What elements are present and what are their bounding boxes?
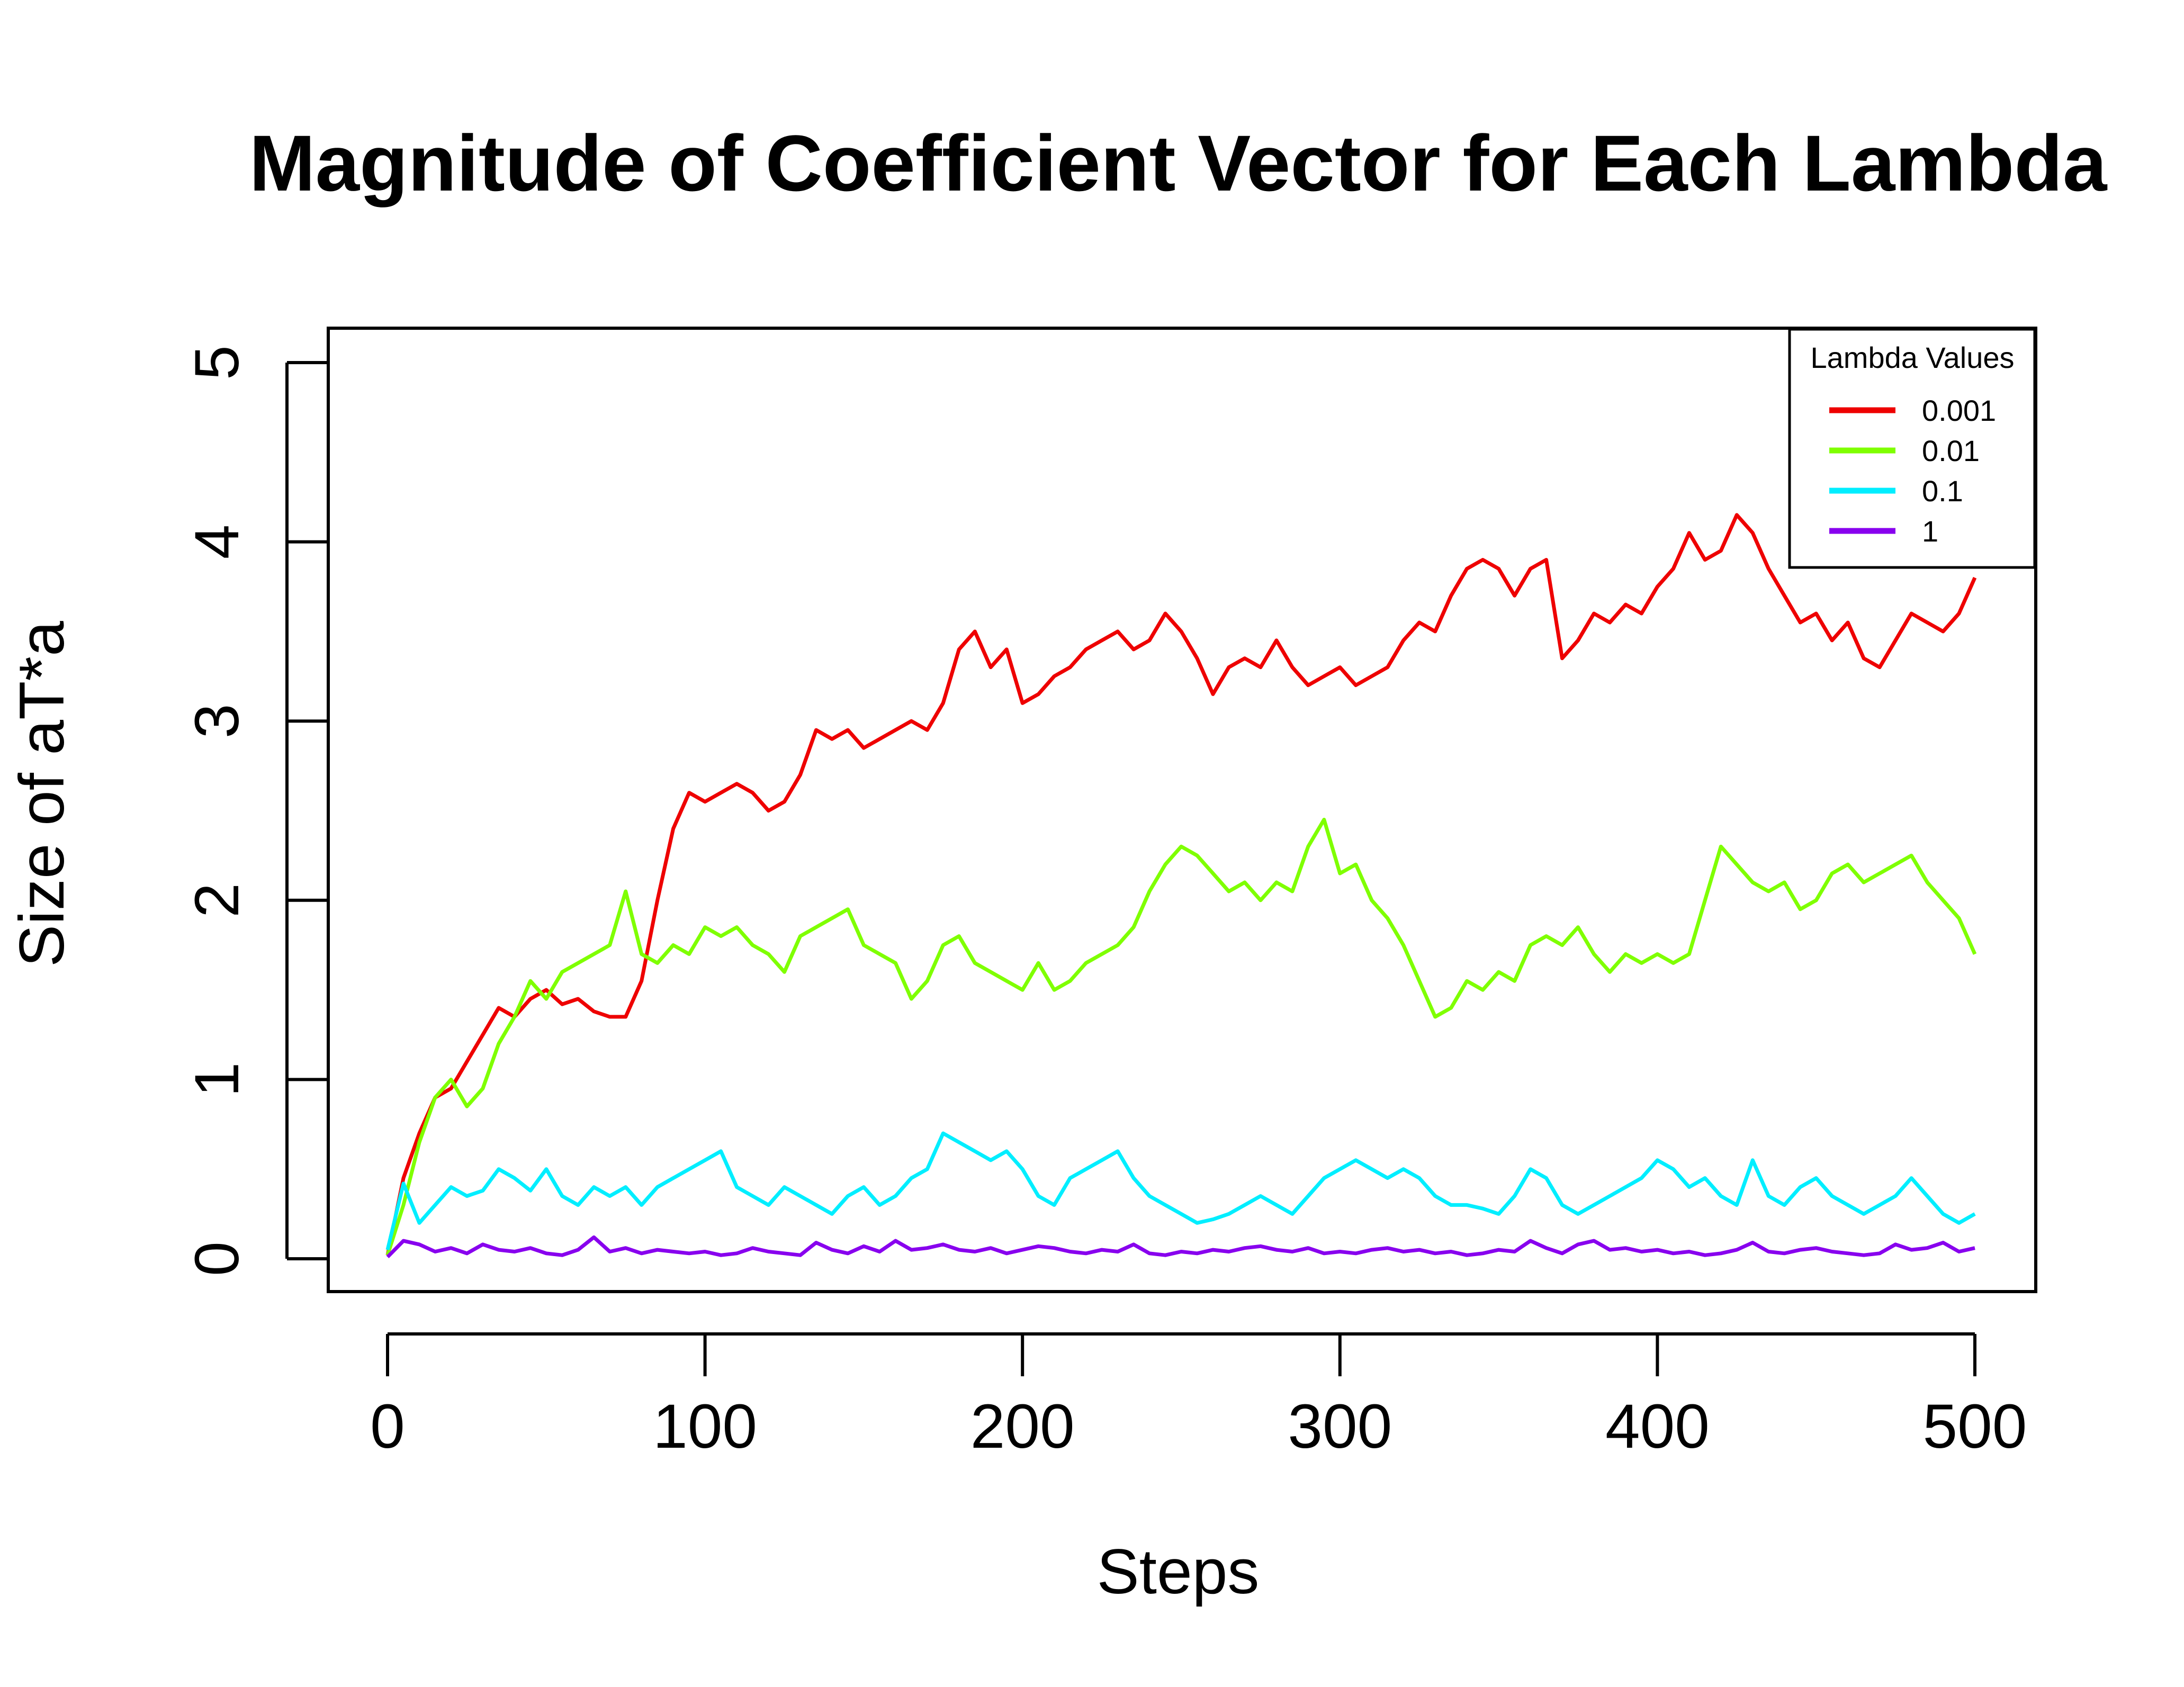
plot-frame — [327, 327, 2037, 1293]
legend-entries: 0.001 0.01 0.1 1 — [1829, 394, 1996, 548]
series-line-1 — [386, 1235, 1975, 1259]
x-axis: 0 100 200 300 400 500 — [370, 1332, 2027, 1462]
x-tick-label: 100 — [653, 1392, 757, 1462]
legend-label: 1 — [1922, 515, 1938, 548]
legend-title: Lambda Values — [1811, 341, 2015, 374]
y-tick-label: 4 — [182, 525, 252, 560]
legend-label: 0.1 — [1922, 474, 1963, 508]
y-tick-label: 3 — [182, 703, 252, 738]
y-tick-label: 2 — [182, 883, 252, 918]
y-axis: 0 1 2 3 4 5 — [182, 345, 328, 1276]
x-tick-label: 300 — [1288, 1392, 1392, 1462]
y-axis-label: Size of aT*a — [6, 621, 77, 967]
y-tick-label: 1 — [182, 1062, 252, 1097]
series-line-0-001 — [385, 513, 1977, 1256]
series-line-0-01 — [385, 817, 1977, 1256]
x-tick-label: 400 — [1605, 1392, 1710, 1462]
x-axis-label: Steps — [1097, 1536, 1260, 1607]
x-tick-label: 200 — [970, 1392, 1075, 1462]
y-tick-label: 0 — [182, 1241, 252, 1276]
legend-label: 0.001 — [1922, 394, 1996, 427]
series-layer — [385, 513, 1977, 1259]
chart-title: Magnitude of Coefficient Vector for Each… — [249, 119, 2108, 208]
legend: Lambda Values 0.001 0.01 0.1 1 — [1788, 328, 2036, 569]
x-tick-label: 500 — [1923, 1392, 2027, 1462]
y-tick-label: 5 — [182, 345, 252, 380]
legend-label: 0.01 — [1922, 434, 1980, 467]
series-line-0-1 — [385, 1131, 1976, 1250]
x-tick-label: 0 — [370, 1392, 405, 1462]
